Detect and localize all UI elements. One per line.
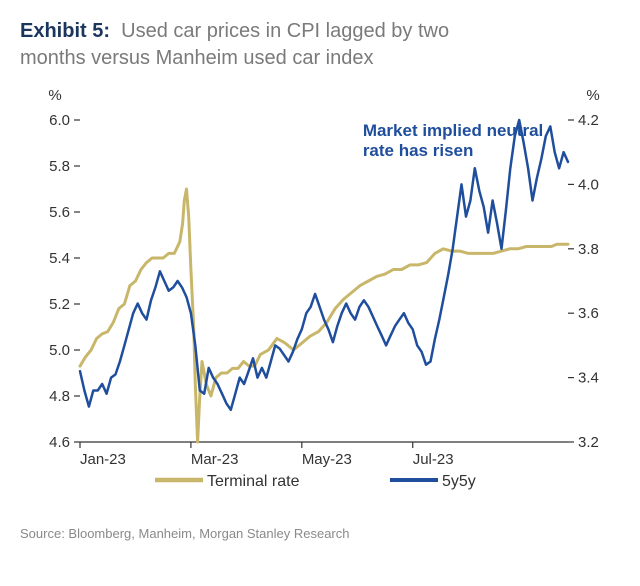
- y-left-label: 4.6: [49, 434, 70, 451]
- y-right-label: 3.6: [578, 305, 599, 322]
- y-left-label: 5.6: [49, 204, 70, 221]
- x-tick-label: Jul-23: [413, 451, 454, 468]
- annotation-line1: Market implied neutral: [363, 121, 543, 140]
- exhibit-title-line1: Used car prices in CPI lagged by two: [121, 20, 449, 42]
- series-fiveyfivey: [80, 120, 568, 410]
- chart: %% Jan-23 Mar-23 May-23 Jul-23 4.6 4.8 5.0 5.2 5.…: [20, 80, 620, 520]
- y-left-label: 5.8: [49, 158, 70, 175]
- exhibit-container: Exhibit 5: Used car prices in CPI lagged…: [0, 0, 640, 586]
- y-left-label: 5.0: [49, 342, 70, 359]
- legend-label-fiveyfivey: 5y5y: [442, 473, 476, 490]
- exhibit-title: Exhibit 5: Used car prices in CPI lagged…: [20, 18, 620, 72]
- y-left-label: 5.2: [49, 296, 70, 313]
- exhibit-label: Exhibit 5:: [20, 20, 110, 42]
- y-left-label: 5.4: [49, 250, 70, 267]
- series-terminal: [80, 189, 568, 442]
- x-tick-label: Mar-23: [191, 451, 239, 468]
- y-right-label: 3.2: [578, 434, 599, 451]
- y-left-label: 4.8: [49, 388, 70, 405]
- y-right-label: 3.4: [578, 370, 599, 387]
- y-right-label: 4.2: [578, 112, 599, 129]
- y-left-label: 6.0: [49, 112, 70, 129]
- unit-left: %: [48, 87, 61, 104]
- source-line: Source: Bloomberg, Manheim, Morgan Stanl…: [20, 526, 620, 541]
- unit-right: %: [586, 87, 599, 104]
- y-right-label: 3.8: [578, 241, 599, 258]
- exhibit-title-line2: months versus Manheim used car index: [20, 47, 374, 69]
- legend-label-terminal: Terminal rate: [207, 473, 300, 490]
- annotation-line2: rate has risen: [363, 141, 474, 160]
- y-right-label: 4.0: [578, 176, 599, 193]
- x-tick-label: May-23: [302, 451, 352, 468]
- x-tick-label: Jan-23: [80, 451, 126, 468]
- chart-svg: %% Jan-23 Mar-23 May-23 Jul-23 4.6 4.8 5.0 5.2 5.…: [20, 80, 620, 520]
